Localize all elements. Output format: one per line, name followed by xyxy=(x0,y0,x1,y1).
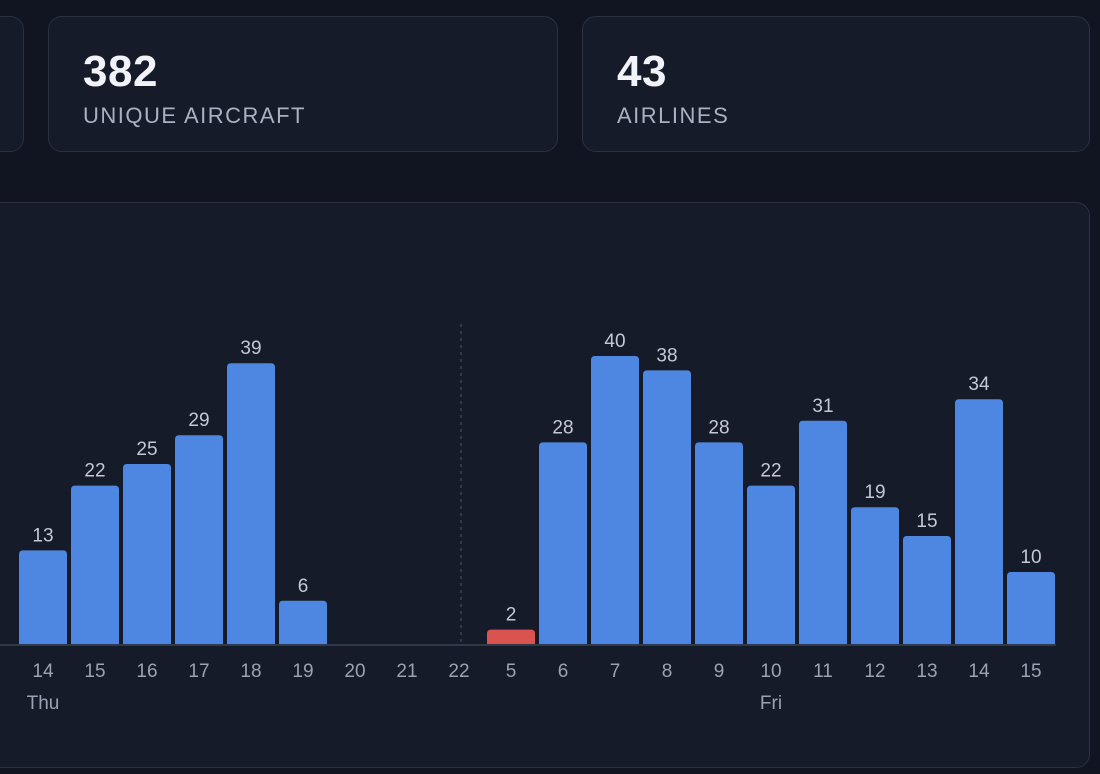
bar[interactable] xyxy=(851,507,899,644)
bar[interactable] xyxy=(695,442,743,644)
bar-value-label: 13 xyxy=(32,525,53,546)
bar-value-label: 22 xyxy=(760,461,781,482)
x-tick-label: 21 xyxy=(396,661,417,682)
stat-value: 382 xyxy=(83,47,158,96)
bar[interactable] xyxy=(175,435,223,644)
bar-value-label: 15 xyxy=(916,511,937,532)
bar[interactable] xyxy=(591,356,639,644)
x-tick-label: 16 xyxy=(136,661,157,682)
bar-value-label: 29 xyxy=(188,410,209,431)
x-tick-label: 9 xyxy=(714,661,725,682)
bar[interactable] xyxy=(71,485,119,644)
bar-value-label: 2 xyxy=(506,605,517,626)
x-tick-label: 19 xyxy=(292,661,313,682)
x-tick-label: 20 xyxy=(344,661,365,682)
x-tick-label: 18 xyxy=(240,661,261,682)
day-group-label: Fri xyxy=(760,693,782,714)
x-tick-label: 22 xyxy=(448,661,469,682)
bar[interactable] xyxy=(19,550,67,644)
stat-value: 43 xyxy=(617,47,667,96)
x-tick-label: 17 xyxy=(188,661,209,682)
bar-value-label: 19 xyxy=(864,482,885,503)
bar-value-label: 25 xyxy=(136,439,157,460)
bar[interactable] xyxy=(643,370,691,644)
bar[interactable] xyxy=(1007,572,1055,644)
bar-value-label: 10 xyxy=(1020,547,1041,568)
x-tick-label: 11 xyxy=(813,661,833,682)
bar[interactable] xyxy=(227,363,275,644)
x-tick-label: 15 xyxy=(1020,661,1041,682)
bar-value-label: 28 xyxy=(708,417,729,438)
x-tick-label: 8 xyxy=(662,661,673,682)
x-tick-label: 12 xyxy=(864,661,885,682)
stat-card-partial xyxy=(0,16,24,152)
bar[interactable] xyxy=(539,442,587,644)
x-tick-label: 15 xyxy=(84,661,105,682)
x-tick-label: 14 xyxy=(968,661,990,682)
stat-card-airlines: 43 AIRLINES xyxy=(582,16,1090,152)
bar-value-label: 34 xyxy=(968,374,990,395)
bar[interactable] xyxy=(123,464,171,644)
x-tick-label: 10 xyxy=(760,661,781,682)
stat-label: UNIQUE AIRCRAFT xyxy=(83,103,306,128)
bar[interactable] xyxy=(799,420,847,644)
bar-value-label: 31 xyxy=(812,396,833,417)
stat-card-unique-aircraft: 382 UNIQUE AIRCRAFT xyxy=(48,16,558,152)
bar[interactable] xyxy=(955,399,1003,644)
bar[interactable] xyxy=(487,629,535,644)
bar-value-label: 22 xyxy=(84,461,105,482)
bar-value-label: 40 xyxy=(604,331,625,352)
x-tick-label: 7 xyxy=(610,661,621,682)
bar-value-label: 39 xyxy=(240,338,261,359)
x-tick-label: 13 xyxy=(916,661,937,682)
bar-value-label: 6 xyxy=(298,576,309,597)
bar[interactable] xyxy=(279,600,327,644)
bar-value-label: 38 xyxy=(656,345,677,366)
day-group-label: Thu xyxy=(27,693,60,714)
x-tick-label: 6 xyxy=(558,661,569,682)
stat-label: AIRLINES xyxy=(617,103,730,128)
x-tick-label: 14 xyxy=(32,661,54,682)
bar-value-label: 28 xyxy=(552,417,573,438)
x-tick-label: 5 xyxy=(506,661,517,682)
bar[interactable] xyxy=(747,485,795,644)
bar[interactable] xyxy=(903,536,951,644)
